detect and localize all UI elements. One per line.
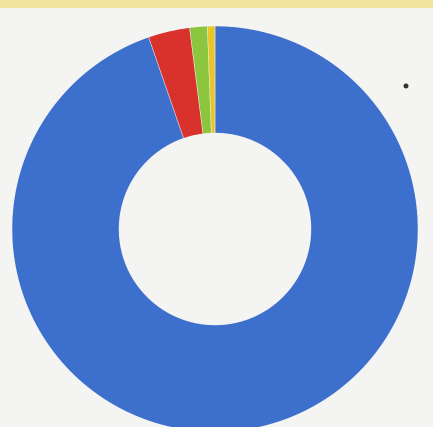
donut <box>11 25 419 427</box>
donut-slice <box>11 25 419 427</box>
legend-marker <box>403 83 409 89</box>
donut-slice <box>207 25 216 134</box>
top-strip <box>0 0 433 8</box>
